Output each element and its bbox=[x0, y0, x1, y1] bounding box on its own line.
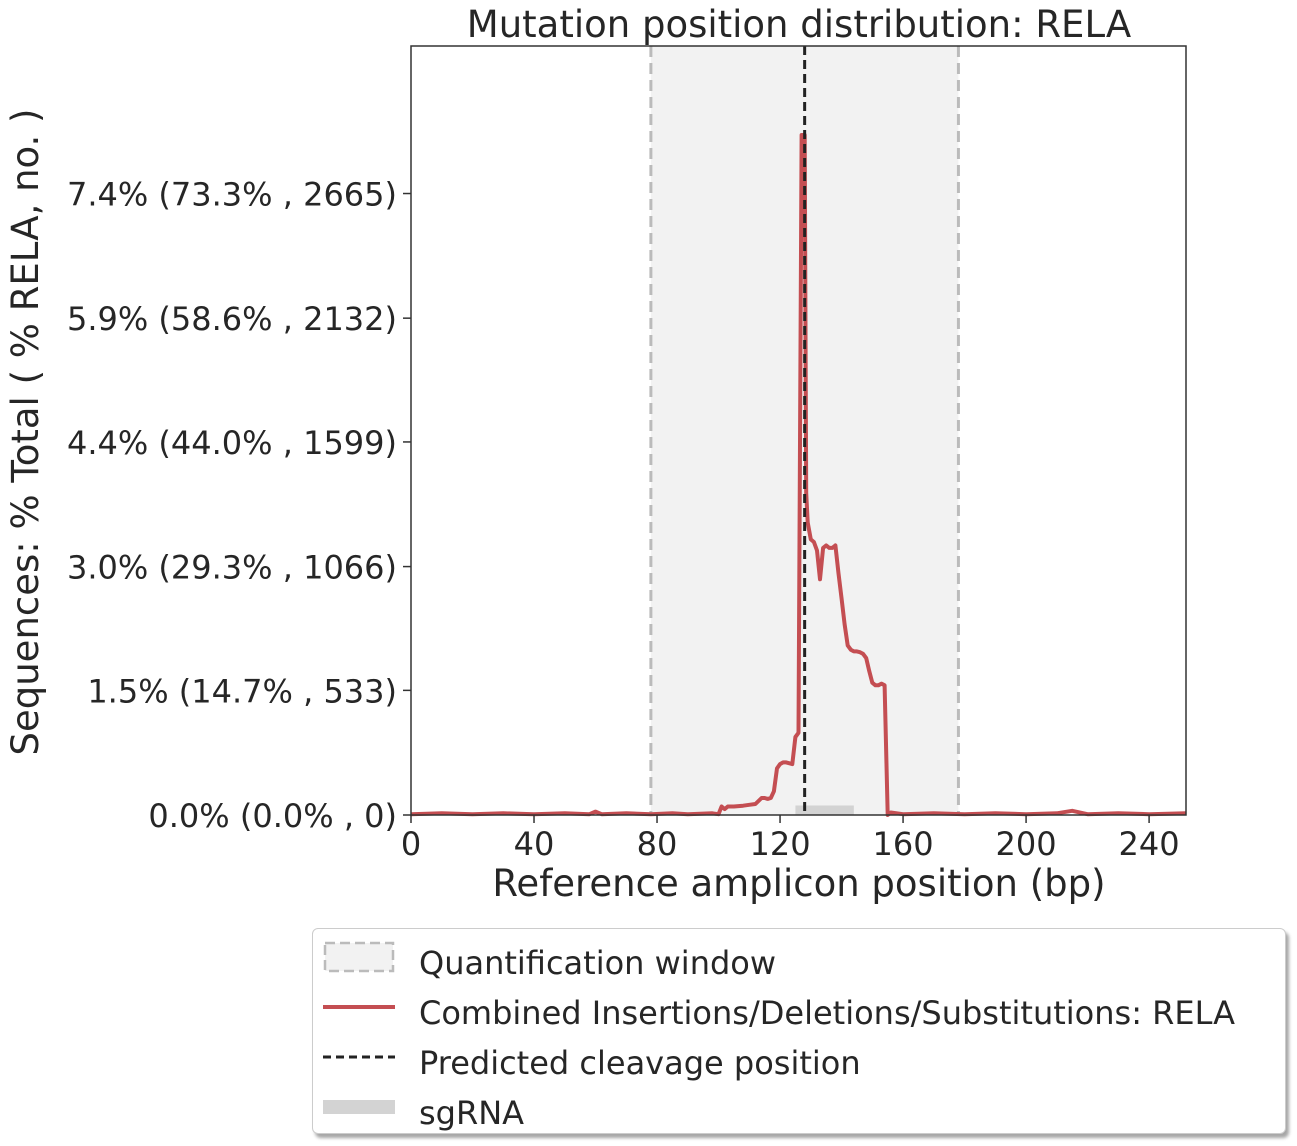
x-tick-label: 240 bbox=[1119, 825, 1180, 863]
y-tick-label: 7.4% (73.3% , 2665) bbox=[67, 176, 397, 214]
x-tick-label: 160 bbox=[873, 825, 934, 863]
x-tick-label: 0 bbox=[401, 825, 421, 863]
series-line-swatch bbox=[323, 1005, 395, 1009]
y-axis-label: Sequences: % Total ( % RELA, no. ) bbox=[4, 109, 47, 756]
legend: Quantification window Combined Insertion… bbox=[312, 928, 1286, 1134]
chart-title: Mutation position distribution: RELA bbox=[467, 3, 1131, 46]
x-tick-label: 80 bbox=[637, 825, 678, 863]
legend-item-sgrna: sgRNA bbox=[313, 1089, 1285, 1139]
y-tick-label: 4.4% (44.0% , 1599) bbox=[67, 424, 397, 462]
legend-item-window: Quantification window bbox=[313, 939, 1285, 989]
cleavage-line-swatch bbox=[323, 1055, 395, 1059]
series-layer bbox=[410, 133, 1187, 817]
plot-frame bbox=[410, 45, 1187, 816]
series-line-0 bbox=[410, 133, 1187, 817]
y-axis-ticks: 0.0% (0.0% , 0) 1.5% (14.7% , 533) 3.0% (2… bbox=[67, 176, 411, 835]
legend-item-cleavage: Predicted cleavage position bbox=[313, 1039, 1285, 1089]
legend-label-cleavage: Predicted cleavage position bbox=[419, 1044, 861, 1082]
x-axis-label: Reference amplicon position (bp) bbox=[492, 862, 1105, 905]
legend-label-window: Quantification window bbox=[419, 944, 777, 982]
y-tick-label: 5.9% (58.6% , 2132) bbox=[67, 300, 397, 338]
x-tick-label: 120 bbox=[750, 825, 811, 863]
legend-item-series: Combined Insertions/Deletions/Substituti… bbox=[313, 989, 1285, 1039]
y-tick-label: 3.0% (29.3% , 1066) bbox=[67, 549, 397, 587]
sgrna-swatch bbox=[323, 1100, 395, 1114]
quantification-window-swatch bbox=[323, 941, 395, 973]
x-axis-ticks: 0 40 80 120 160 200 240 bbox=[401, 815, 1180, 863]
legend-label-series: Combined Insertions/Deletions/Substituti… bbox=[419, 994, 1236, 1032]
y-tick-label: 0.0% (0.0% , 0) bbox=[148, 797, 397, 835]
x-tick-label: 40 bbox=[514, 825, 555, 863]
legend-label-sgrna: sgRNA bbox=[419, 1094, 525, 1132]
y-tick-label: 1.5% (14.7% , 533) bbox=[87, 672, 397, 710]
mutation-chart: Mutation position distribution: RELA 0 40… bbox=[4, 3, 1187, 905]
x-tick-label: 200 bbox=[996, 825, 1057, 863]
